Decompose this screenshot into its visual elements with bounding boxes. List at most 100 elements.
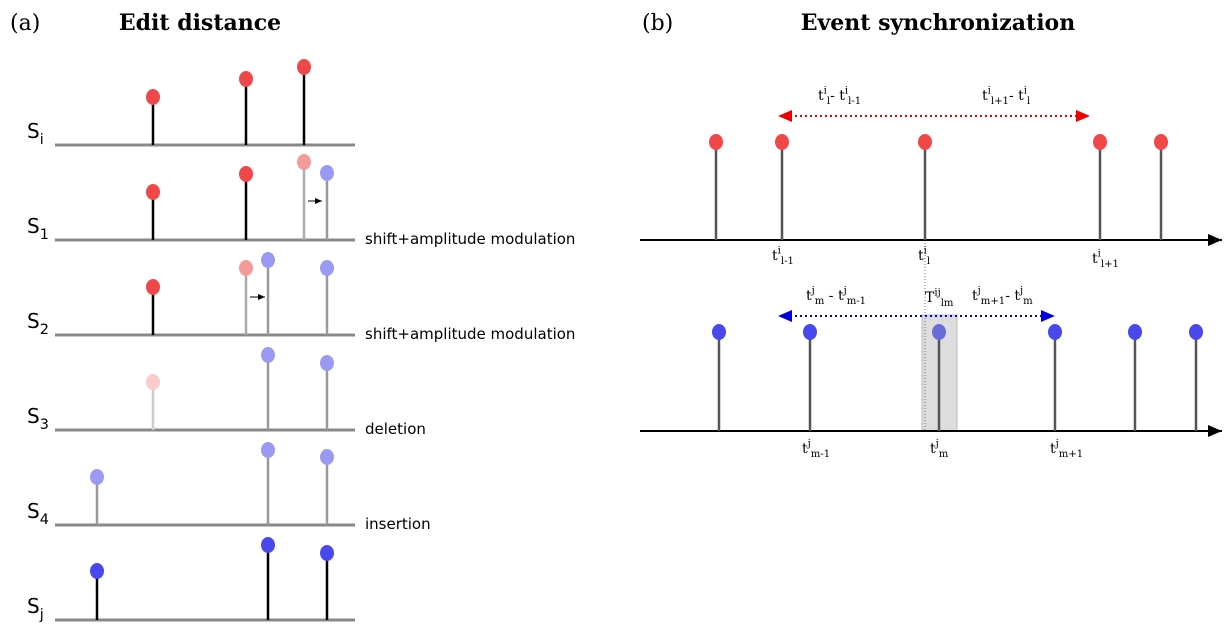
label-base: t xyxy=(982,88,988,104)
label-sup: i xyxy=(924,246,927,257)
label: tjm-1 xyxy=(802,439,830,461)
label-sub: j xyxy=(39,607,44,623)
pin-head xyxy=(918,134,932,150)
label-base: t xyxy=(772,248,778,264)
pin-head xyxy=(90,469,104,485)
label-base: - t xyxy=(830,88,845,104)
pin-head xyxy=(146,89,160,105)
label-sub: l xyxy=(827,96,830,107)
row-note: deletion xyxy=(365,420,426,438)
label-sup: ij xyxy=(934,288,940,299)
label-sub: 4 xyxy=(40,512,49,528)
label-sup: j xyxy=(935,439,939,450)
label-base: S xyxy=(27,594,40,618)
pin-head xyxy=(261,537,275,553)
label-sub: l+1 xyxy=(991,96,1009,107)
label: S2 xyxy=(27,309,49,338)
label-sup: i xyxy=(1024,86,1027,97)
label-sub: m xyxy=(815,296,825,307)
label-sup: j xyxy=(977,286,981,297)
label-sup: i xyxy=(1098,249,1101,260)
pin-head xyxy=(1128,324,1142,340)
pin-head xyxy=(320,355,334,371)
label-base: S xyxy=(27,404,40,428)
pin-head xyxy=(1154,134,1168,150)
pin-head xyxy=(261,252,275,268)
label-base: T xyxy=(925,290,935,306)
label-sub: l+1 xyxy=(1101,259,1119,270)
label: tjm - tjm-1 xyxy=(806,286,866,308)
panel-title: Event synchronization xyxy=(801,10,1075,36)
pin-head xyxy=(709,134,723,150)
label-base: t xyxy=(930,441,936,457)
pin-head xyxy=(239,71,253,87)
label-base: S xyxy=(27,499,40,523)
panel-tag: (b) xyxy=(642,11,673,36)
label-sup: j xyxy=(811,286,815,297)
pin-head xyxy=(320,545,334,561)
row-note: insertion xyxy=(365,515,431,533)
label-sub: m-1 xyxy=(811,449,830,460)
panel-title: Edit distance xyxy=(119,10,281,36)
label-base: t xyxy=(972,288,978,304)
pin-head xyxy=(239,260,253,276)
label-sup: i xyxy=(988,86,991,97)
label-base: t xyxy=(1092,251,1098,267)
label-sub: l xyxy=(927,256,930,267)
pin-head xyxy=(261,442,275,458)
label-sub: 2 xyxy=(40,322,49,338)
label-sup: j xyxy=(843,286,847,297)
pin-head xyxy=(1048,324,1062,340)
label-sub: 3 xyxy=(40,417,49,433)
label: til xyxy=(918,246,930,268)
pin-head xyxy=(320,260,334,276)
pin-head xyxy=(932,324,946,340)
pin-head xyxy=(320,165,334,181)
label: tjm+1- tjm xyxy=(972,286,1033,308)
label-sup: i xyxy=(845,86,848,97)
label: S3 xyxy=(27,404,49,433)
label-sub: m+1 xyxy=(981,296,1005,307)
pin-head xyxy=(712,324,726,340)
label-base: S xyxy=(27,214,40,238)
pin-head xyxy=(320,449,334,465)
pin-head xyxy=(146,279,160,295)
label: Si xyxy=(27,119,44,148)
label: S4 xyxy=(27,499,49,528)
pin-head xyxy=(239,166,253,182)
pin-head xyxy=(803,324,817,340)
label-sup: i xyxy=(824,86,827,97)
row-note: shift+amplitude modulation xyxy=(365,230,575,248)
pin-head xyxy=(297,154,311,170)
pin-head xyxy=(146,184,160,200)
pin-head xyxy=(261,347,275,363)
row-note: shift+amplitude modulation xyxy=(365,325,575,343)
label-sub: lm xyxy=(941,298,954,309)
label-base: S xyxy=(27,119,40,143)
label-sup: j xyxy=(1055,439,1059,450)
label: til- til-1 xyxy=(818,86,861,108)
pin-head xyxy=(297,59,311,75)
label: Sj xyxy=(27,594,44,623)
label-base: - t xyxy=(824,288,844,304)
label-sub: l-1 xyxy=(848,96,861,107)
label: tjm xyxy=(930,439,949,461)
label-sup: i xyxy=(778,246,781,257)
label-sub: m+1 xyxy=(1059,449,1083,460)
label: tjm+1 xyxy=(1050,439,1083,461)
label: til-1 xyxy=(772,246,794,268)
pin-head xyxy=(775,134,789,150)
label-base: - t xyxy=(1009,88,1024,104)
label-base: t xyxy=(806,288,812,304)
label-sup: j xyxy=(1019,286,1023,297)
label: til+1- til xyxy=(982,86,1030,108)
label-sub: l-1 xyxy=(781,256,794,267)
label-base: t xyxy=(1050,441,1056,457)
label-base: t xyxy=(802,441,808,457)
label-base: - t xyxy=(1005,288,1020,304)
label-sub: m xyxy=(939,449,949,460)
panel-tag: (a) xyxy=(10,11,40,36)
label: Tijlm xyxy=(925,288,954,310)
label: S1 xyxy=(27,214,49,243)
